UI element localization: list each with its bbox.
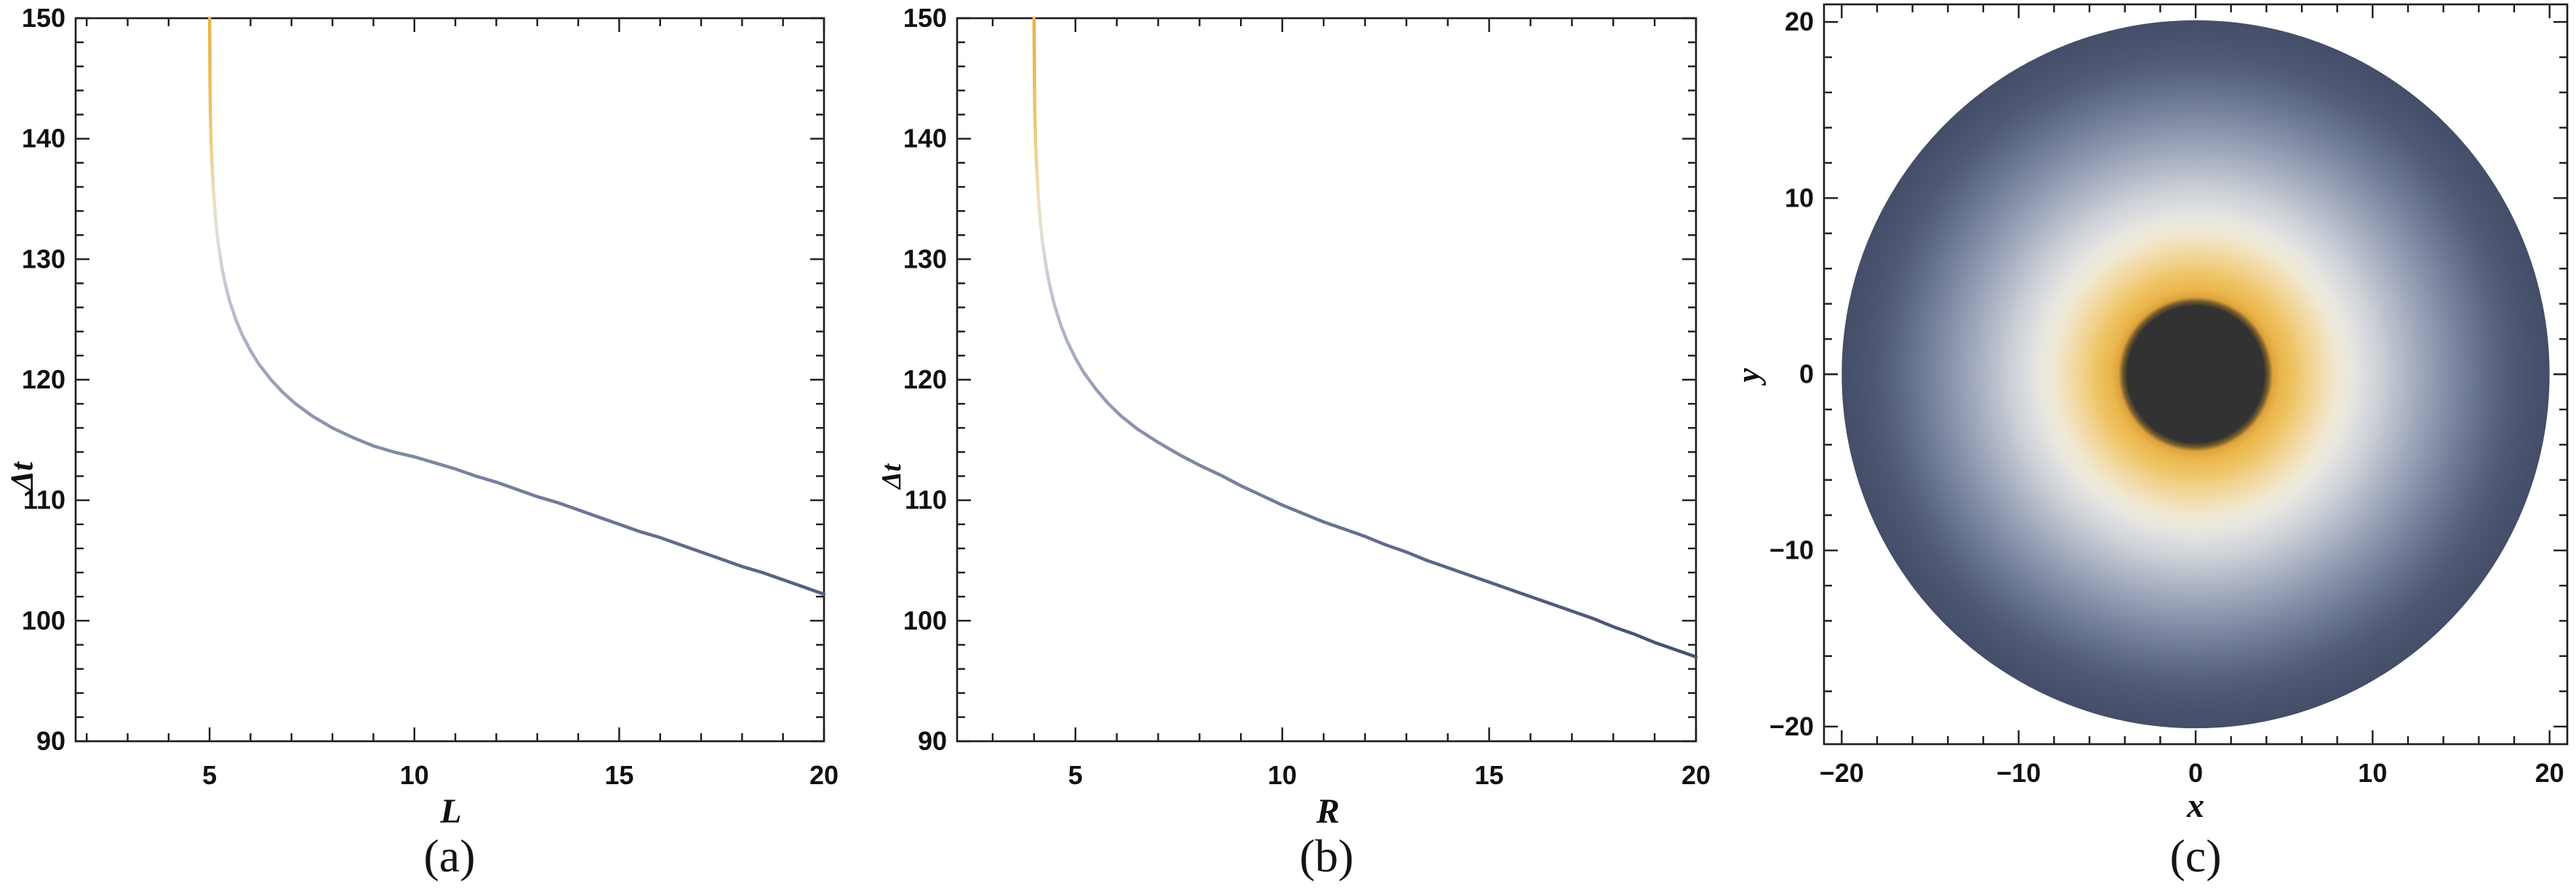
panel-caption-a: (a)	[423, 830, 476, 882]
time-delay-curve-b	[1032, 16, 1698, 659]
shadow-density-disk	[1841, 20, 2550, 729]
x-tick-label: 5	[1068, 760, 1083, 790]
panel-a: 5 10 15 20 90 100 110 120 130 140 150	[22, 3, 839, 790]
y-tick-label: 90	[918, 726, 947, 756]
y-tick-label: 20	[1785, 7, 1814, 36]
x-tick-label: 0	[2188, 758, 2203, 788]
x-tick-label: 20	[809, 760, 839, 790]
panel-caption-c: (c)	[2169, 830, 2222, 882]
time-delay-curve-a	[207, 16, 826, 596]
y-axis-label-a: Δt	[4, 462, 40, 491]
x-axis-label-b: R	[1316, 792, 1340, 831]
y-tick-label: 120	[22, 364, 65, 394]
x-tick-label: 15	[1475, 760, 1504, 790]
y-tick-label: 120	[903, 364, 947, 394]
plot-frame	[74, 17, 825, 743]
y-tick-label: 110	[905, 485, 947, 515]
y-tick-label: 140	[22, 124, 65, 153]
y-tick-label: 150	[22, 3, 65, 33]
y-tick-label: 130	[22, 244, 65, 274]
y-tick-label: 0	[1799, 359, 1814, 389]
x-tick-label: 20	[2535, 758, 2564, 788]
x-axis-label-a: L	[440, 792, 462, 831]
y-tick-label: −20	[1769, 711, 1814, 741]
panel-caption-b: (b)	[1299, 830, 1354, 882]
y-tick-label: 150	[903, 3, 947, 33]
x-tick-label: −10	[1996, 758, 2041, 788]
x-tick-label: −20	[1820, 758, 1864, 788]
plot-frame	[956, 17, 1697, 743]
y-tick-label: 140	[903, 124, 947, 153]
y-axis-label-b: Δt	[876, 463, 907, 490]
x-tick-label: 10	[2358, 758, 2387, 788]
panel-b: 5 10 15 20 90 100 110 120 130 140 150	[903, 3, 1711, 790]
y-tick-label: 110	[23, 485, 65, 515]
y-tick-label: 100	[903, 605, 947, 635]
y-tick-label: 130	[903, 244, 947, 274]
x-tick-label: 10	[1268, 760, 1297, 790]
x-tick-label: 20	[1681, 760, 1711, 790]
y-axis-label-c: y	[1730, 368, 1767, 383]
plot-frame	[1823, 3, 2569, 746]
y-tick-label: 100	[22, 605, 65, 635]
x-tick-label: 5	[202, 760, 217, 790]
y-tick-label: 10	[1785, 183, 1814, 212]
x-axis-label-c: x	[2187, 786, 2204, 825]
y-tick-label: −10	[1769, 535, 1814, 565]
x-tick-label: 10	[400, 760, 429, 790]
x-tick-label: 15	[604, 760, 633, 790]
panel-c: −20 −10 0 10 20 −20 −10 0 10 20	[1769, 3, 2569, 788]
y-tick-label: 90	[36, 726, 65, 756]
